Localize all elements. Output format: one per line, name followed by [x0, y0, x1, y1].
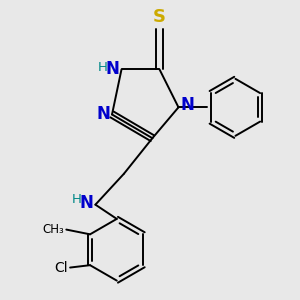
- Text: N: N: [181, 96, 195, 114]
- Text: CH₃: CH₃: [42, 223, 64, 236]
- Text: Cl: Cl: [55, 261, 68, 274]
- Text: H: H: [72, 194, 82, 206]
- Text: H: H: [98, 61, 107, 74]
- Text: N: N: [96, 106, 110, 124]
- Text: N: N: [106, 60, 120, 78]
- Text: N: N: [80, 194, 94, 212]
- Text: S: S: [153, 8, 166, 26]
